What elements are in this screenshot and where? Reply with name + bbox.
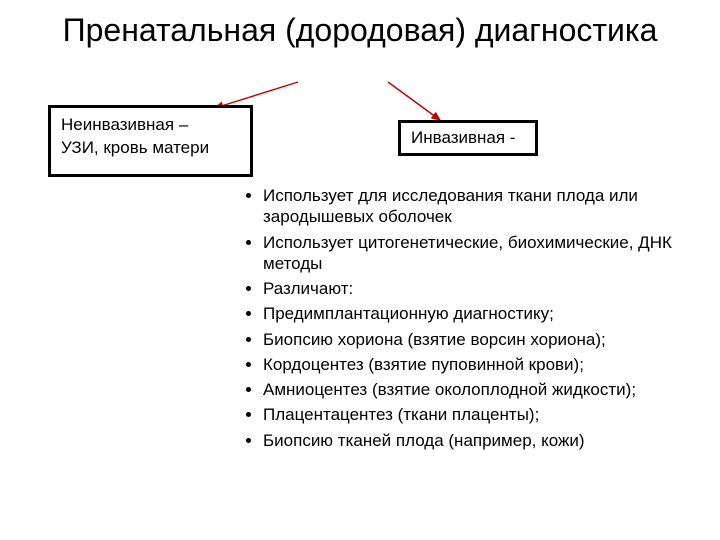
slide-title: Пренатальная (дородовая) диагностика: [0, 10, 720, 50]
bullet-list: Использует для исследования ткани плода …: [245, 185, 690, 451]
box-noninvasive: Неинвазивная – УЗИ, кровь матери: [48, 105, 253, 177]
bullet-list-container: Использует для исследования ткани плода …: [245, 185, 690, 455]
box-noninvasive-line2: УЗИ, кровь матери: [61, 137, 240, 160]
box-invasive-label: Инвазивная -: [411, 128, 515, 147]
list-item: Различают:: [263, 278, 690, 299]
list-item: Кордоцентез (взятие пуповинной крови);: [263, 354, 690, 375]
list-item: Плацентацентез (ткани плаценты);: [263, 404, 690, 425]
box-invasive: Инвазивная -: [398, 120, 538, 156]
slide: Пренатальная (дородовая) диагностика Неи…: [0, 0, 720, 540]
list-item: Предимплантационную диагностику;: [263, 303, 690, 324]
list-item: Амниоцентез (взятие околоплодной жидкост…: [263, 379, 690, 400]
list-item: Использует цитогенетические, биохимическ…: [263, 232, 690, 275]
list-item: Биопсию хориона (взятие ворсин хориона);: [263, 329, 690, 350]
list-item: Биопсию тканей плода (например, кожи): [263, 430, 690, 451]
arrow-right: [388, 82, 440, 120]
list-item: Использует для исследования ткани плода …: [263, 185, 690, 228]
box-noninvasive-line1: Неинвазивная –: [61, 114, 240, 137]
